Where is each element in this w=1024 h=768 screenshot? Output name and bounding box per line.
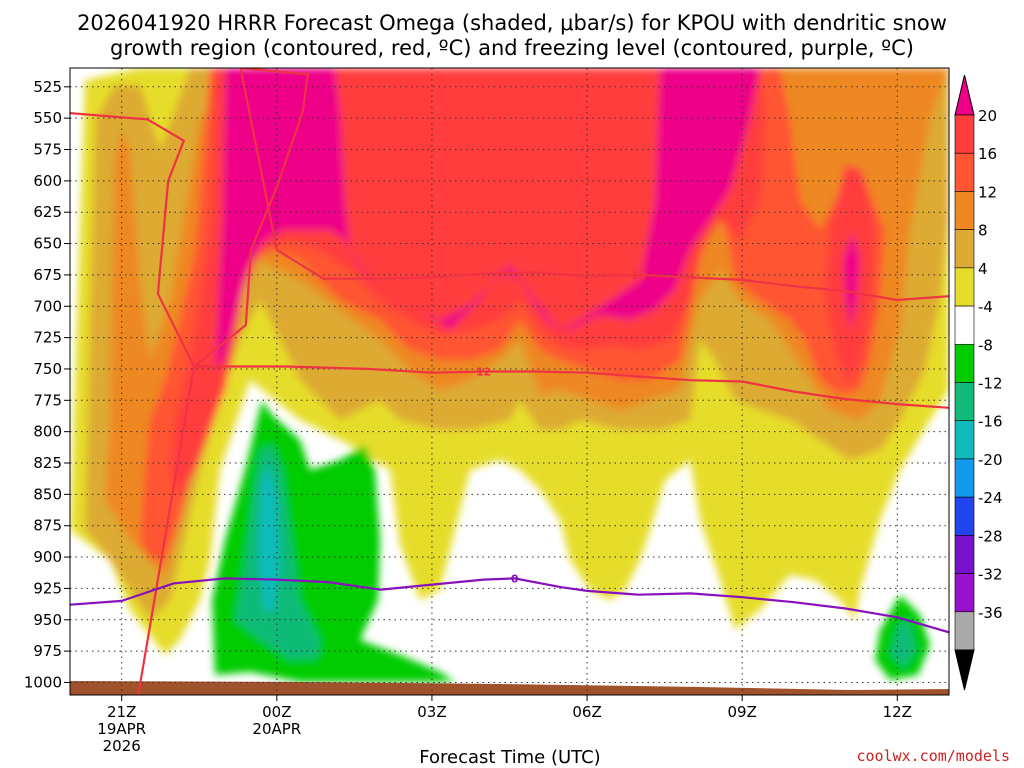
x-tick-label: 21Z	[107, 703, 136, 721]
colorbar-label: -12	[978, 375, 1003, 393]
colorbar-swatch	[954, 191, 975, 230]
colorbar-swatch	[954, 573, 975, 613]
contour-label: 12	[476, 365, 491, 378]
y-tick-label: 700	[33, 297, 62, 315]
omega-shading	[70, 68, 949, 682]
y-tick-label: 725	[33, 329, 62, 347]
omega-band-gt-20-right2	[843, 232, 860, 330]
credit-text: coolwx.com/models	[856, 747, 1010, 765]
y-tick-label: 825	[33, 454, 62, 472]
colorbar-label: 20	[978, 107, 997, 125]
contour-line	[70, 68, 949, 369]
colorbar-swatch	[954, 152, 975, 192]
colorbar-swatch	[954, 114, 975, 154]
x-axis-title: Forecast Time (UTC)	[419, 747, 600, 768]
y-tick-label: 925	[33, 579, 62, 597]
contour-label: 18	[631, 269, 646, 282]
y-tick-label: 675	[33, 266, 62, 284]
y-tick-label: 525	[33, 78, 62, 96]
contour-lines: 12 18 0	[70, 68, 949, 695]
colorbar-label: -16	[978, 413, 1003, 431]
colorbar-label: -36	[978, 604, 1003, 622]
chart-title-line1: 2026041920 HRRR Forecast Omega (shaded, …	[77, 11, 947, 35]
x-tick-label: 12Z	[883, 703, 912, 721]
colorbar-label: -20	[978, 451, 1003, 469]
colorbar-label: -24	[978, 489, 1003, 507]
y-tick-label: 625	[33, 203, 62, 221]
plot-frame	[69, 67, 950, 696]
y-tick-label: 650	[33, 235, 62, 253]
omega-band-neg-12-16	[258, 465, 280, 612]
colorbar-swatch-max	[954, 74, 975, 116]
contour-line	[137, 365, 949, 695]
x-tick-label: 06Z	[572, 703, 601, 721]
colorbar-swatch	[954, 305, 975, 345]
colorbar-swatch	[954, 229, 975, 269]
y-tick-label: 550	[33, 109, 62, 127]
y-tick-label: 850	[33, 485, 62, 503]
colorbar-label: 8	[978, 222, 988, 240]
x-tick-label: 2026	[103, 737, 141, 755]
y-tick-label: 575	[33, 141, 62, 159]
x-tick-label: 09Z	[727, 703, 756, 721]
contour-line	[70, 577, 949, 634]
grid-lines	[70, 68, 949, 695]
chart-title-line2: growth region (contoured, red, ºC) and f…	[110, 36, 914, 60]
y-tick-label: 875	[33, 517, 62, 535]
y-tick-label: 750	[33, 360, 62, 378]
colorbar-label: -4	[978, 298, 993, 316]
contour-label: 0	[511, 572, 519, 585]
colorbar-label: 4	[978, 260, 988, 278]
y-tick-label: 1000	[24, 673, 62, 691]
colorbar-swatch	[954, 458, 975, 498]
colorbar-swatch-min	[954, 649, 975, 691]
colorbar-swatch	[954, 382, 975, 422]
colorbar-label: 16	[978, 145, 997, 163]
y-tick-label: 950	[33, 611, 62, 629]
x-tick-label: 19APR	[97, 720, 146, 738]
colorbar-swatch	[954, 496, 975, 536]
y-tick-label: 900	[33, 548, 62, 566]
x-tick-label: 03Z	[417, 703, 446, 721]
colorbar-swatch	[954, 343, 975, 383]
colorbar-swatch	[954, 535, 975, 574]
y-tick-label: 775	[33, 391, 62, 409]
y-axis: 525 550 575 600 625 650 675 700 725 750 775 800 825 8…	[24, 78, 70, 691]
x-tick-label: 20APR	[252, 720, 301, 738]
colorbar: 20 16 12 8 4 -4 -8 -12 -16 -20 -24 -28 -32 -36	[954, 74, 1003, 691]
omega-band-neg-8-12-right	[890, 620, 916, 668]
y-tick-label: 800	[33, 423, 62, 441]
colorbar-label: -8	[978, 336, 993, 354]
colorbar-swatch	[954, 420, 975, 460]
plot-area: 12 18 0	[69, 67, 950, 696]
y-tick-label: 600	[33, 172, 62, 190]
omega-band-gt-20	[215, 68, 760, 370]
colorbar-label: -28	[978, 527, 1003, 545]
colorbar-swatch	[954, 611, 975, 651]
colorbar-label: 12	[978, 183, 997, 201]
y-tick-label: 975	[33, 642, 62, 660]
colorbar-label: -32	[978, 566, 1003, 584]
x-tick-label: 00Z	[262, 703, 291, 721]
colorbar-swatch	[954, 267, 975, 307]
terrain-ground	[70, 681, 949, 695]
